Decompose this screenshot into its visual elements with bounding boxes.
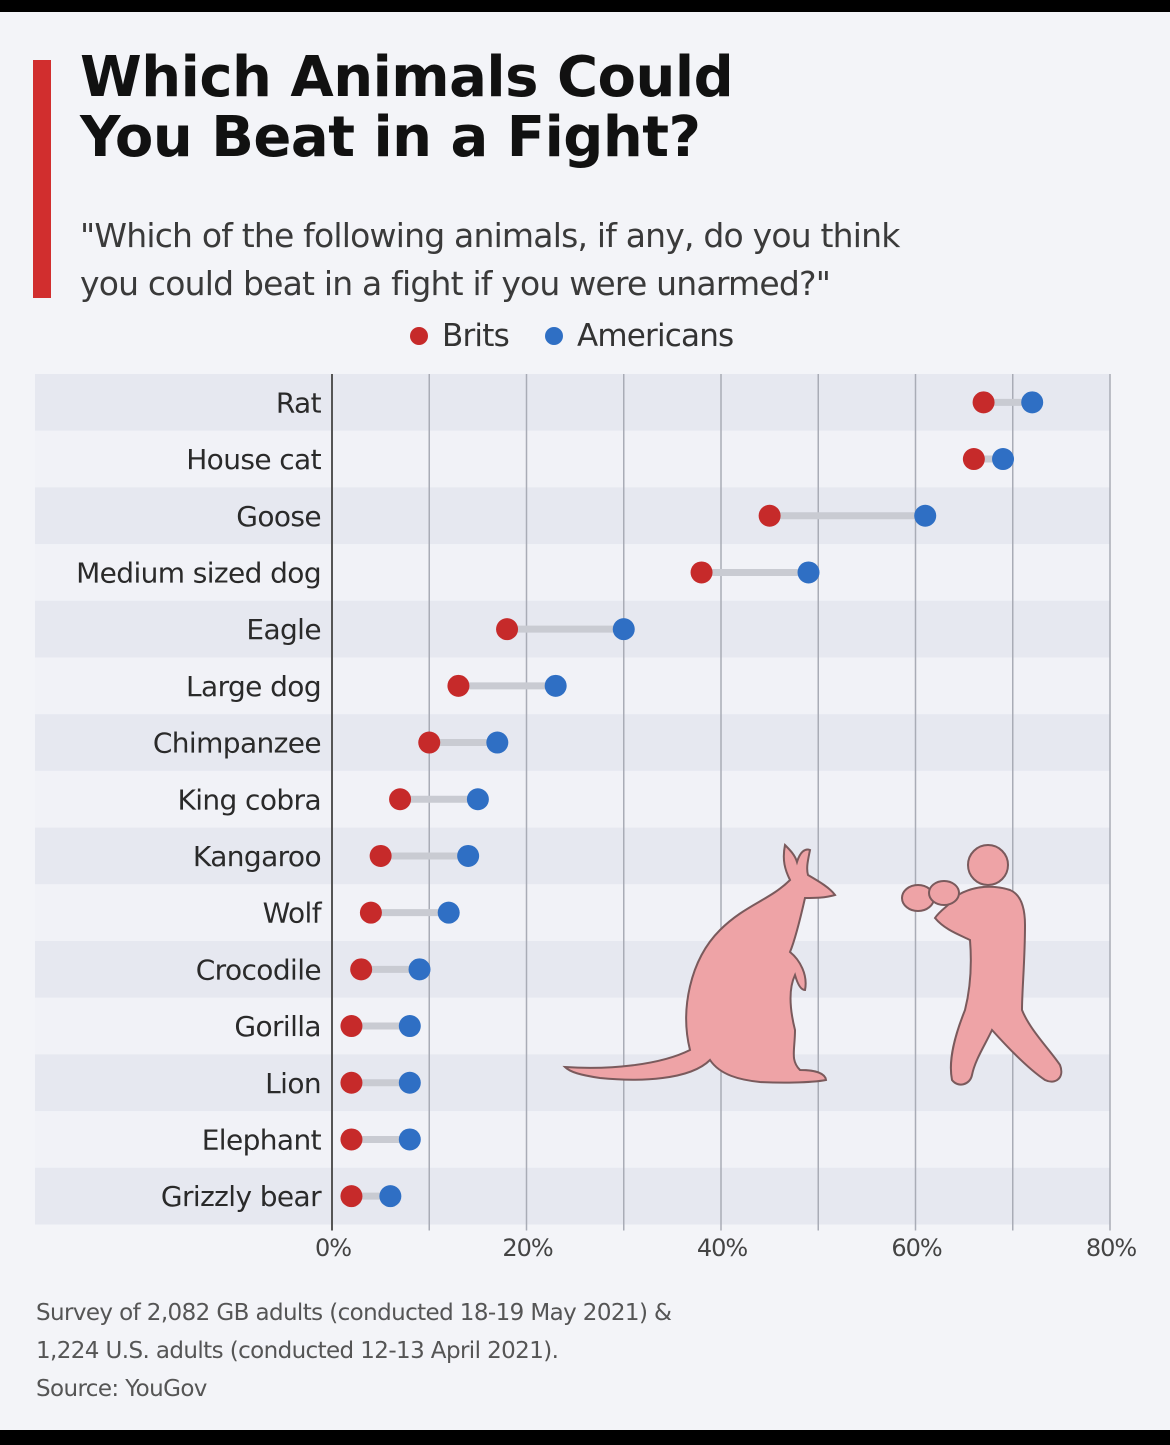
data-point-brits xyxy=(418,731,441,754)
row-band xyxy=(35,770,1110,828)
accent-bar xyxy=(33,60,51,298)
source-credit: Source: YouGov xyxy=(36,1376,207,1402)
row-band xyxy=(35,657,1110,715)
x-tick-labels: 0% 20% 40% 60% 80% xyxy=(315,1234,1137,1262)
data-point-americans xyxy=(992,448,1015,471)
row-band xyxy=(35,1111,1110,1168)
data-point-americans xyxy=(1021,391,1044,414)
data-point-americans xyxy=(379,1185,402,1208)
x-tick-label: 20% xyxy=(502,1234,553,1262)
gridlines xyxy=(428,374,1111,1231)
title-line-1: Which Animals Could xyxy=(80,45,734,110)
survey-note-line-1: Survey of 2,082 GB adults (conducted 18-… xyxy=(36,1300,672,1326)
data-point-brits xyxy=(690,561,713,584)
data-point-americans xyxy=(466,788,489,811)
data-point-brits xyxy=(962,448,985,471)
category-label: King cobra xyxy=(177,783,321,816)
data-point-americans xyxy=(408,958,431,981)
data-point-brits xyxy=(389,788,412,811)
data-point-brits xyxy=(340,1185,363,1208)
category-label: Goose xyxy=(236,500,321,533)
page-title: Which Animals Could You Beat in a Fight? xyxy=(80,45,734,170)
data-point-brits xyxy=(369,844,392,867)
data-point-brits xyxy=(447,674,470,697)
data-point-brits xyxy=(359,901,382,924)
data-point-americans xyxy=(398,1071,421,1094)
data-point-brits xyxy=(340,1071,363,1094)
data-points xyxy=(340,391,1044,1208)
survey-note-line-2: 1,224 U.S. adults (conducted 12-13 April… xyxy=(36,1338,559,1364)
x-tick-label: 60% xyxy=(891,1234,942,1262)
category-labels: Rat House cat Goose Medium sized dog Eagle La… xyxy=(76,386,323,1213)
row-band xyxy=(35,544,1110,601)
x-tick-label: 0% xyxy=(315,1234,351,1262)
category-label: Wolf xyxy=(263,897,323,930)
row-band xyxy=(35,714,1110,771)
x-tick-label: 80% xyxy=(1086,1234,1137,1262)
row-band xyxy=(35,487,1110,545)
data-point-americans xyxy=(457,844,480,867)
data-point-americans xyxy=(544,674,567,697)
boxer-illustration xyxy=(901,844,1063,1086)
data-point-americans xyxy=(398,1128,421,1151)
legend-dot-brits xyxy=(410,327,428,345)
subtitle: "Which of the following animals, if any,… xyxy=(80,212,900,308)
data-point-americans xyxy=(797,561,820,584)
subtitle-line-1: "Which of the following animals, if any,… xyxy=(80,216,900,255)
data-point-brits xyxy=(340,1015,363,1038)
legend-label-brits: Brits xyxy=(442,318,510,354)
category-label: Lion xyxy=(265,1067,321,1100)
data-point-americans xyxy=(914,504,937,527)
footer: Survey of 2,082 GB adults (conducted 18-… xyxy=(36,1294,672,1408)
category-label: Rat xyxy=(276,386,322,419)
row-band xyxy=(35,374,1110,431)
legend: Brits Americans xyxy=(410,318,769,354)
title-line-2: You Beat in a Fight? xyxy=(80,105,701,170)
legend-label-americans: Americans xyxy=(576,318,734,354)
legend-dot-americans xyxy=(544,327,563,345)
category-label: Chimpanzee xyxy=(153,727,321,760)
row-band xyxy=(35,1054,1110,1112)
category-label: Gorilla xyxy=(234,1010,321,1043)
row-band xyxy=(35,1167,1110,1225)
kangaroo-illustration xyxy=(562,842,837,1084)
data-point-americans xyxy=(612,618,635,641)
category-label: House cat xyxy=(186,443,321,476)
data-point-brits xyxy=(340,1128,363,1151)
category-label: Medium sized dog xyxy=(76,556,321,589)
category-label: Elephant xyxy=(202,1123,322,1156)
illustrations xyxy=(562,842,1063,1086)
row-bands xyxy=(35,374,1110,1225)
row-band xyxy=(35,827,1110,885)
data-point-americans xyxy=(486,731,509,754)
category-label: Large dog xyxy=(186,670,321,703)
x-tick-label: 40% xyxy=(697,1234,748,1262)
data-point-brits xyxy=(758,504,781,527)
data-point-brits xyxy=(496,618,519,641)
legend-item-brits: Brits xyxy=(410,318,510,354)
legend-item-americans: Americans xyxy=(544,318,734,354)
data-point-brits xyxy=(972,391,995,414)
row-band xyxy=(35,430,1110,488)
data-point-brits xyxy=(350,958,373,981)
data-point-americans xyxy=(437,901,460,924)
row-band xyxy=(35,997,1110,1055)
category-label: Grizzly bear xyxy=(161,1180,322,1213)
category-label: Kangaroo xyxy=(193,840,321,873)
category-label: Crocodile xyxy=(196,953,321,986)
category-label: Eagle xyxy=(246,613,321,646)
data-point-americans xyxy=(398,1015,421,1038)
row-band xyxy=(35,941,1110,998)
subtitle-line-2: you could beat in a fight if you were un… xyxy=(80,264,831,303)
